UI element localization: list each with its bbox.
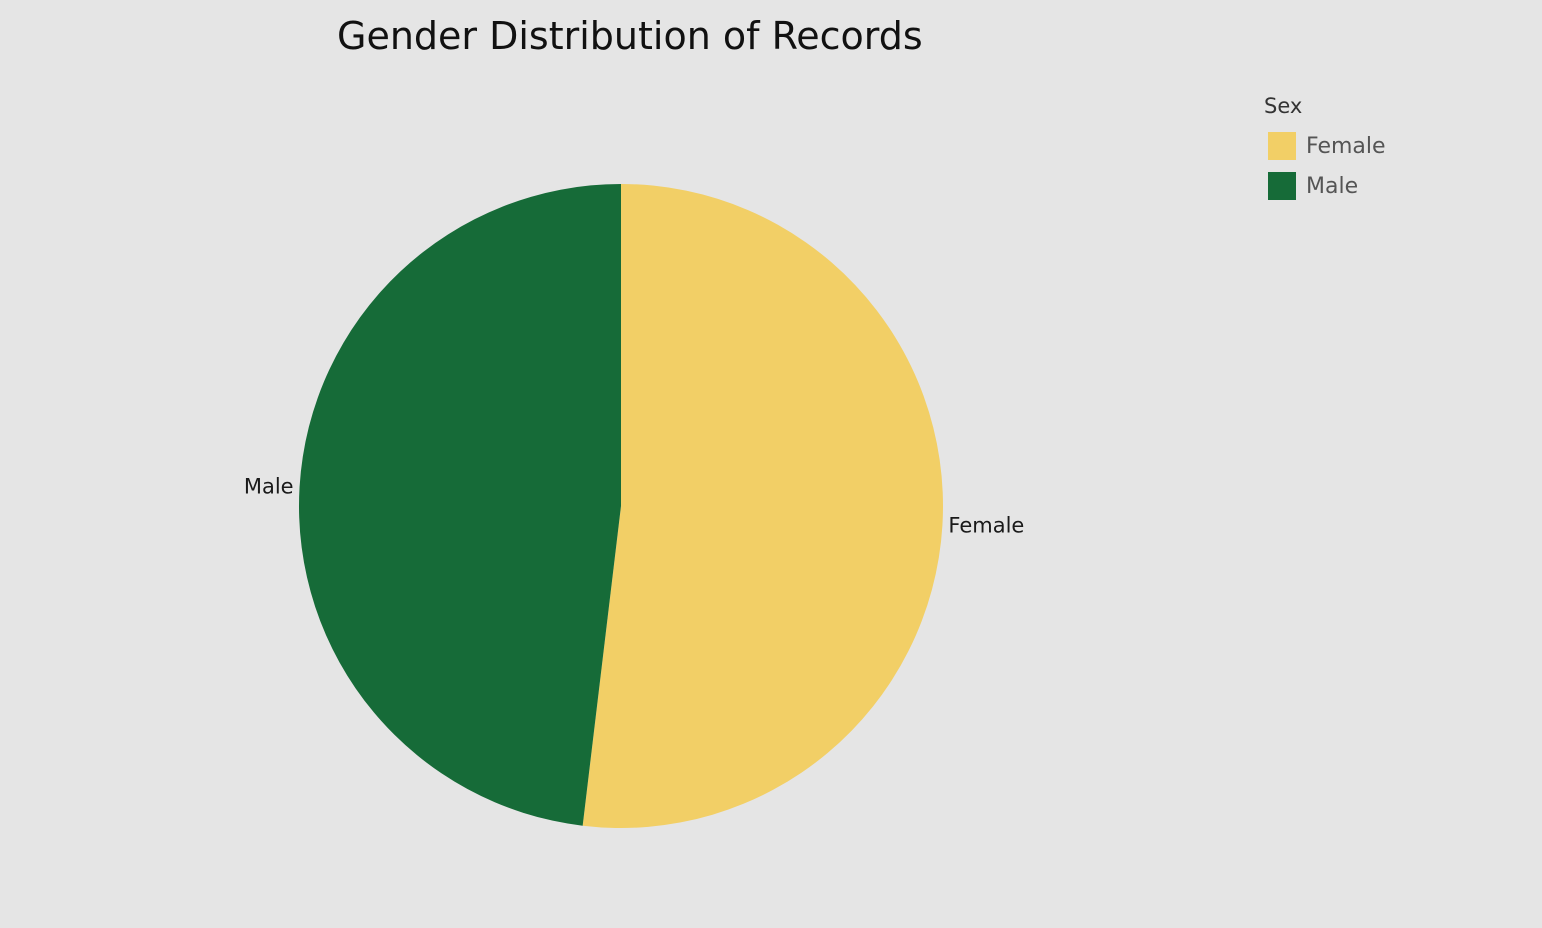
legend-item-female[interactable]: Female [1268,126,1386,166]
slice-label-male: Male [244,474,294,498]
chart-title: Gender Distribution of Records [337,14,923,58]
pie-slice-male[interactable] [298,184,621,826]
legend: Sex Female Male [1264,94,1386,206]
legend-label-female: Female [1306,133,1386,159]
legend-item-male[interactable]: Male [1268,166,1386,206]
slice-label-female: Female [948,514,1024,538]
legend-label-male: Male [1306,173,1359,199]
pie-slice-female[interactable] [582,184,943,828]
legend-swatch-male [1268,172,1296,200]
legend-swatch-female [1268,132,1296,160]
legend-title: Sex [1264,94,1303,118]
